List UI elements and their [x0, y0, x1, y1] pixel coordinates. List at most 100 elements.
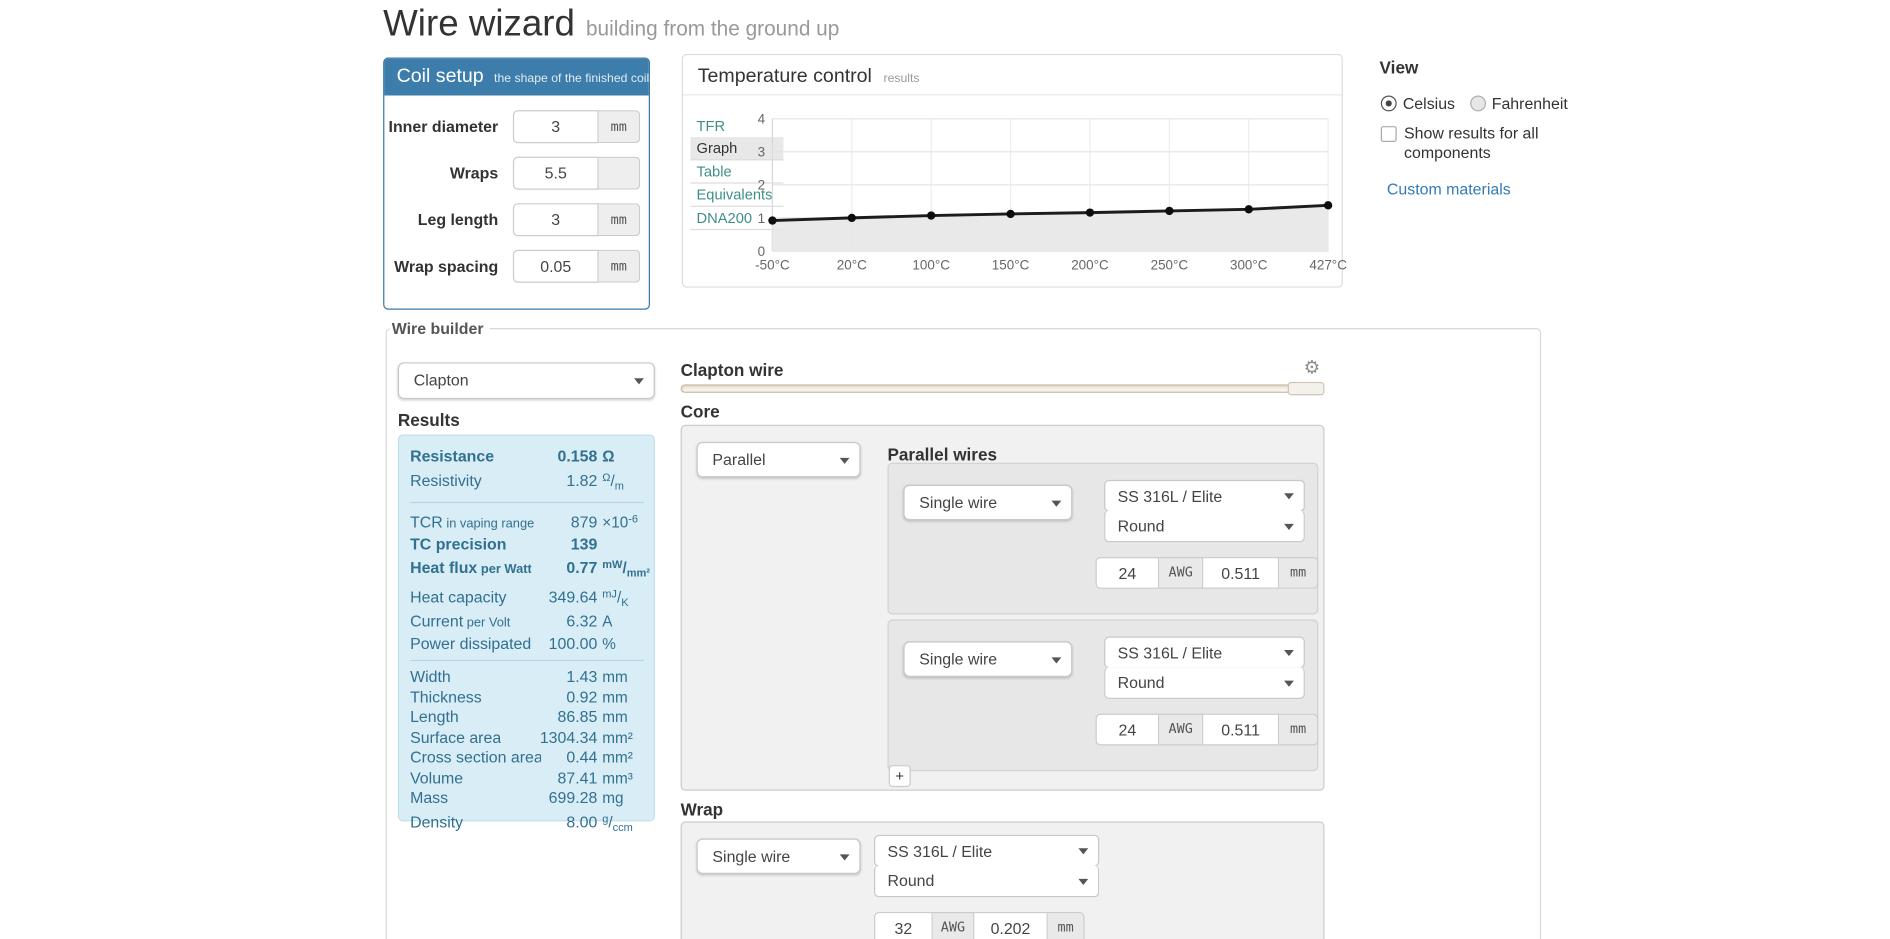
view-panel: View Celsius Fahrenheit Show results for… — [1380, 54, 1598, 213]
leg-length-unit: mm — [598, 203, 641, 237]
temp-menu: TFR Graph Table Equivalents DNA200 — [690, 115, 784, 231]
temp-menu-item-equivalents[interactable]: Equivalents — [690, 184, 784, 207]
diameter-input[interactable] — [1203, 713, 1280, 746]
chevron-down-icon — [1284, 493, 1294, 500]
chevron-down-icon — [1051, 500, 1062, 507]
add-wire-button[interactable]: + — [888, 765, 911, 788]
leg-length-input[interactable] — [512, 203, 599, 237]
gauge-unit: AWG — [932, 911, 975, 939]
fahrenheit-radio[interactable] — [1469, 95, 1486, 112]
gear-icon[interactable]: ⚙ — [1303, 357, 1321, 379]
chevron-down-icon — [1284, 679, 1294, 687]
page-title: Wire wizard building from the ground up — [383, 4, 839, 46]
view-title: View — [1379, 57, 1419, 78]
custom-materials-link[interactable]: Custom materials — [1386, 179, 1511, 199]
leg-length-label: Leg length — [417, 209, 499, 229]
material-select-value: SS 316L / Elite — [1117, 487, 1223, 506]
tfr-chart: 0 1 2 3 4 -50°C 20°C 100°C 150°C 200°C 250°C 300°C 4… — [755, 112, 1347, 273]
temp-menu-item-tfr[interactable]: TFR — [696, 117, 726, 135]
profile-select-value: Round — [1117, 516, 1165, 535]
profile-select-value: Round — [887, 871, 935, 890]
svg-text:200°C: 200°C — [1071, 257, 1109, 272]
gauge-input[interactable] — [1095, 556, 1160, 589]
coil-setup-body: Inner diameter mm Wraps Leg length mm — [384, 95, 648, 283]
result-row: TC precision 139 — [410, 534, 598, 553]
material-select[interactable]: SS 316L / Elite — [1104, 636, 1305, 669]
svg-text:250°C: 250°C — [1151, 257, 1189, 272]
result-row: Power dissipated 100.00% — [410, 633, 616, 652]
profile-select[interactable]: Round — [1104, 667, 1305, 699]
temp-menu-item-graph[interactable]: Graph — [690, 137, 784, 161]
result-row: Width 1.43 mm — [410, 667, 628, 686]
core-title: Core — [680, 401, 720, 422]
wrap-title: Wrap — [680, 799, 724, 819]
leg-length-row: Leg length mm — [384, 203, 641, 237]
svg-text:0: 0 — [758, 244, 765, 259]
chevron-down-icon — [1284, 523, 1294, 530]
wire-type-select[interactable]: Clapton — [397, 362, 655, 400]
results-panel: Resistance 0.158 Ω Resistivity 1.82 Ω/m TCR in… — [397, 434, 655, 833]
diameter-unit: mm — [1279, 556, 1319, 589]
wire-slider-handle[interactable] — [1287, 381, 1325, 396]
diameter-unit: mm — [1047, 911, 1085, 939]
show-results-row: Show results for all components — [1380, 123, 1545, 163]
core-type-select-value: Parallel — [712, 450, 766, 469]
temp-menu-item-dna200[interactable]: DNA200 — [690, 207, 784, 231]
wire-builder-fieldset: Wire builder Clapton Results Resistance 0… — [385, 319, 1542, 939]
wraps-row: Wraps — [384, 156, 641, 190]
svg-text:2: 2 — [758, 178, 765, 193]
material-select-value: SS 316L / Elite — [887, 842, 993, 861]
wire-type-select-value: Clapton — [413, 370, 469, 390]
diameter-input[interactable] — [974, 911, 1048, 939]
profile-select[interactable]: Round — [1104, 510, 1305, 543]
svg-text:150°C: 150°C — [992, 257, 1030, 272]
core-panel: Parallel Parallel wires Single wire SS 3… — [680, 424, 1325, 791]
results-divider — [410, 659, 644, 662]
chevron-down-icon — [634, 378, 644, 385]
svg-text:-50°C: -50°C — [755, 257, 790, 272]
diameter-input[interactable] — [1203, 556, 1280, 589]
gauge-unit: AWG — [1159, 713, 1204, 746]
result-row: Volume 87.41 mm³ — [410, 768, 633, 787]
wire-size-inputs: AWG mm — [874, 911, 1085, 939]
wrap-panel: Single wire SS 316L / Elite Round AWG mm — [680, 821, 1325, 939]
clapton-wire-title: Clapton wire — [680, 359, 784, 380]
wire-card-type-select[interactable]: Single wire — [903, 484, 1073, 521]
celsius-radio[interactable] — [1380, 95, 1397, 112]
result-row: Thickness 0.92 mm — [410, 687, 628, 706]
gauge-input[interactable] — [1095, 713, 1160, 746]
wire-size-inputs: AWG mm — [1095, 556, 1319, 589]
temperature-control-header: Temperature control results — [683, 55, 1342, 96]
profile-select[interactable]: Round — [874, 865, 1100, 898]
wire-card-type-select[interactable]: Single wire — [903, 641, 1073, 677]
wraps-input[interactable] — [512, 156, 599, 190]
wire-card-type-value: Single wire — [919, 493, 998, 512]
wrap-spacing-row: Wrap spacing mm — [384, 249, 641, 283]
wrap-spacing-unit: mm — [598, 249, 641, 283]
fahrenheit-label: Fahrenheit — [1491, 94, 1568, 113]
gauge-input[interactable] — [874, 911, 933, 939]
core-type-select[interactable]: Parallel — [696, 441, 861, 478]
svg-text:4: 4 — [758, 112, 766, 127]
temp-menu-item-table[interactable]: Table — [690, 160, 784, 184]
show-results-checkbox[interactable] — [1380, 126, 1397, 142]
gauge-unit: AWG — [1159, 556, 1204, 589]
profile-select-value: Round — [1117, 673, 1165, 692]
result-row: Current per Volt 6.32 A — [410, 612, 613, 631]
result-row: Length 86.85 mm — [410, 707, 628, 726]
wire-slider[interactable] — [680, 381, 1325, 396]
wrap-type-select[interactable]: Single wire — [696, 838, 861, 875]
material-select[interactable]: SS 316L / Elite — [1104, 479, 1305, 512]
diameter-unit: mm — [1279, 713, 1319, 746]
coil-setup-header: Coil setup the shape of the finished coi… — [384, 58, 649, 96]
result-row: Heat capacity 349.64 mJ/K — [410, 586, 629, 608]
show-results-label: Show results for all components — [1404, 123, 1539, 162]
inner-diameter-input[interactable] — [512, 110, 599, 144]
chevron-down-icon — [1051, 656, 1062, 663]
material-select[interactable]: SS 316L / Elite — [874, 834, 1100, 867]
app-subtitle: building from the ground up — [585, 17, 840, 41]
celsius-label: Celsius — [1402, 94, 1455, 113]
wraps-label: Wraps — [449, 163, 499, 182]
wrap-spacing-input[interactable] — [512, 249, 599, 283]
